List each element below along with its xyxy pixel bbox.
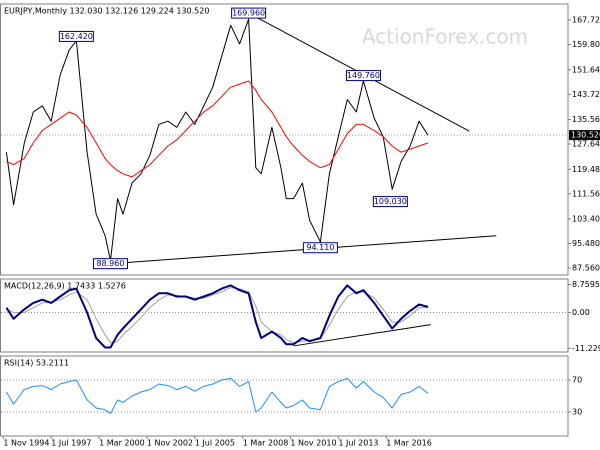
price-annotation: 109.030 — [374, 197, 407, 206]
x-tick-label: 1 Nov 2002 — [147, 439, 193, 448]
panel-title: MACD(12,26,9) 1.7433 1.5276 — [4, 282, 126, 291]
panel-title: RSI(14) 53.2111 — [4, 359, 69, 368]
panel-frame — [0, 355, 569, 437]
y-tick-label: -11.2299 — [572, 344, 600, 353]
panel-frame — [0, 278, 569, 353]
y-tick-label: 119.480 — [572, 165, 600, 174]
y-tick-label: 159.800 — [572, 40, 600, 49]
price-annotation-box — [92, 258, 128, 270]
series-line — [6, 80, 429, 178]
x-tick-label: 1 Nov 1994 — [3, 439, 49, 448]
x-tick-label: 1 Nov 2010 — [290, 439, 336, 448]
y-tick-label: 8.7595 — [572, 280, 600, 289]
last-price-box — [569, 130, 600, 141]
x-tick-label: 1 Jul 2013 — [338, 439, 378, 448]
price-annotation: 162.420 — [60, 32, 93, 41]
price-annotation-box — [302, 242, 338, 254]
y-tick-label: 103.400 — [572, 215, 600, 224]
y-tick-label: 111.560 — [572, 189, 600, 198]
series-line — [5, 284, 429, 349]
y-tick-label: 127.640 — [572, 140, 600, 149]
price-annotation: 149.760 — [347, 71, 380, 80]
panel-title: EURJPY,Monthly 132.030 132.126 129.224 1… — [4, 7, 209, 16]
y-tick-label: 167.720 — [572, 16, 600, 25]
y-tick-label: 87.560 — [572, 264, 600, 273]
price-annotation: 88.960 — [96, 259, 124, 268]
price-annotation-box — [372, 196, 408, 208]
x-tick-label: 1 Mar 2008 — [243, 439, 289, 448]
price-annotation-box — [231, 7, 267, 19]
y-tick-label: 70 — [572, 376, 582, 385]
watermark: ActionForex.com — [362, 25, 528, 49]
last-price-label: 130.520 — [571, 131, 600, 140]
series-line — [5, 377, 429, 415]
series-line — [5, 18, 429, 261]
y-tick-label: 30 — [572, 408, 582, 417]
trendline — [293, 324, 431, 347]
y-tick-label: 135.560 — [572, 115, 600, 124]
price-annotation: 94.110 — [306, 243, 334, 252]
x-tick-label: 1 Jul 2005 — [195, 439, 235, 448]
y-tick-label: 95.480 — [572, 239, 600, 248]
x-tick-label: 1 Jul 1997 — [51, 439, 91, 448]
y-tick-label: 0.00 — [572, 308, 590, 317]
panel-frame — [0, 3, 569, 276]
price-annotation-box — [345, 70, 381, 82]
price-annotation: 169.960 — [232, 9, 265, 18]
x-tick-label: 1 Mar 2016 — [386, 439, 432, 448]
y-tick-label: 143.720 — [572, 90, 600, 99]
price-annotation-box — [58, 30, 94, 42]
x-tick-label: 1 Mar 2000 — [99, 439, 145, 448]
y-tick-label: 151.640 — [572, 65, 600, 74]
